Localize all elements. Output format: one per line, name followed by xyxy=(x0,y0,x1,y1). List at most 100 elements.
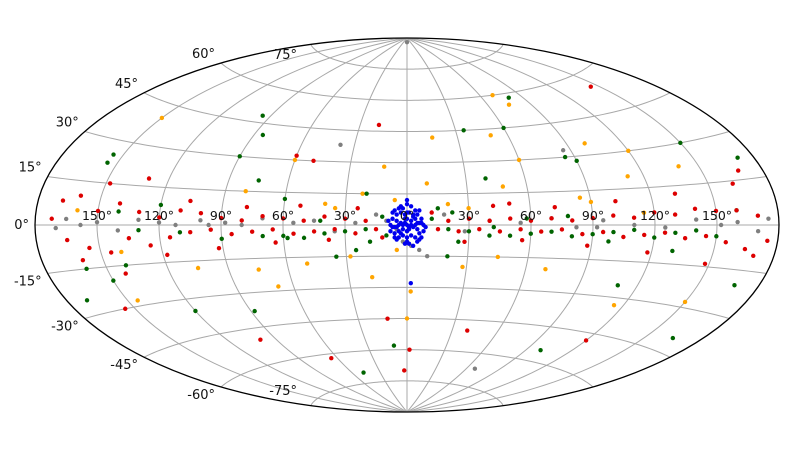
data-point xyxy=(404,202,410,207)
lon-tick-label: 150° xyxy=(82,208,112,223)
data-point xyxy=(417,231,422,236)
data-point xyxy=(594,225,600,230)
data-point xyxy=(392,208,397,213)
data-point xyxy=(256,267,261,272)
data-point xyxy=(386,218,391,224)
data-point xyxy=(404,210,410,215)
data-point xyxy=(292,157,298,163)
data-point xyxy=(450,210,455,215)
lon-tick-label: 90° xyxy=(210,208,232,223)
data-point xyxy=(398,231,404,236)
data-point xyxy=(148,243,153,248)
data-point xyxy=(621,234,626,240)
data-point xyxy=(632,227,637,233)
data-point xyxy=(600,229,606,235)
data-point xyxy=(424,181,430,186)
data-point xyxy=(524,216,529,221)
data-point xyxy=(229,231,234,237)
data-point xyxy=(400,226,406,232)
lat-tick-label: -75° xyxy=(269,384,297,399)
data-point xyxy=(167,235,173,240)
data-point xyxy=(342,229,348,234)
data-point xyxy=(734,208,739,213)
lon-tick-label: 30° xyxy=(458,208,480,223)
data-point xyxy=(115,228,121,233)
data-point xyxy=(280,216,286,221)
data-point xyxy=(380,235,385,240)
lat-tick-label: 60° xyxy=(192,47,215,62)
data-point xyxy=(410,243,416,248)
data-point xyxy=(390,224,395,230)
data-point xyxy=(601,218,606,223)
data-point xyxy=(111,278,116,283)
data-point xyxy=(249,229,255,234)
data-point xyxy=(188,230,193,235)
data-point xyxy=(332,227,337,232)
data-point xyxy=(408,280,413,286)
data-point xyxy=(410,214,416,219)
data-point xyxy=(652,210,657,215)
data-point xyxy=(119,249,124,255)
data-point xyxy=(460,264,465,270)
data-point xyxy=(65,237,70,243)
data-point xyxy=(676,164,681,169)
data-point xyxy=(415,220,420,226)
parallel-line-10 xyxy=(310,44,504,70)
data-point xyxy=(53,225,58,231)
data-point xyxy=(713,208,719,214)
data-point xyxy=(78,222,83,228)
data-point xyxy=(75,208,80,213)
data-point xyxy=(723,240,728,245)
data-point xyxy=(376,122,382,128)
lat-tick-label: 30° xyxy=(56,116,79,131)
data-point xyxy=(625,174,630,179)
data-point xyxy=(421,229,426,234)
data-point xyxy=(519,237,525,243)
data-point xyxy=(406,224,412,230)
data-point xyxy=(107,181,113,186)
data-point xyxy=(445,254,450,259)
data-point xyxy=(735,168,741,173)
data-point xyxy=(136,228,141,233)
data-point xyxy=(445,201,451,207)
lon-tick-label: 30° xyxy=(334,208,356,223)
data-point xyxy=(404,316,410,321)
parallel-line-8 xyxy=(143,92,671,133)
data-point xyxy=(360,191,365,196)
data-point xyxy=(404,216,410,221)
data-point xyxy=(291,231,296,236)
data-point xyxy=(388,229,393,234)
data-point xyxy=(652,235,657,240)
parallel-line-6 xyxy=(47,176,767,195)
data-point xyxy=(329,356,334,361)
data-point xyxy=(423,224,428,230)
data-point xyxy=(441,212,447,217)
data-point xyxy=(549,216,554,221)
data-point xyxy=(402,220,408,226)
data-point xyxy=(392,235,397,240)
data-point xyxy=(714,234,719,239)
data-point xyxy=(239,222,244,228)
data-point xyxy=(404,229,410,234)
lon-tick-label: 60° xyxy=(520,208,542,223)
data-point xyxy=(244,204,250,210)
data-point xyxy=(123,271,128,276)
data-point xyxy=(243,189,248,194)
data-point xyxy=(755,213,761,218)
data-point xyxy=(408,233,414,238)
data-point xyxy=(508,216,513,221)
data-point xyxy=(419,216,424,221)
data-point xyxy=(506,102,512,107)
data-point xyxy=(298,203,303,208)
data-point xyxy=(543,266,548,272)
lat-tick-label: 45° xyxy=(115,77,138,92)
data-point xyxy=(318,218,323,223)
data-point xyxy=(472,366,478,371)
lat-tick-label: -45° xyxy=(110,358,138,373)
data-point xyxy=(260,233,265,239)
data-point xyxy=(80,257,86,263)
data-point xyxy=(413,235,418,240)
parallel-line-1 xyxy=(220,349,594,388)
data-point xyxy=(216,245,222,251)
